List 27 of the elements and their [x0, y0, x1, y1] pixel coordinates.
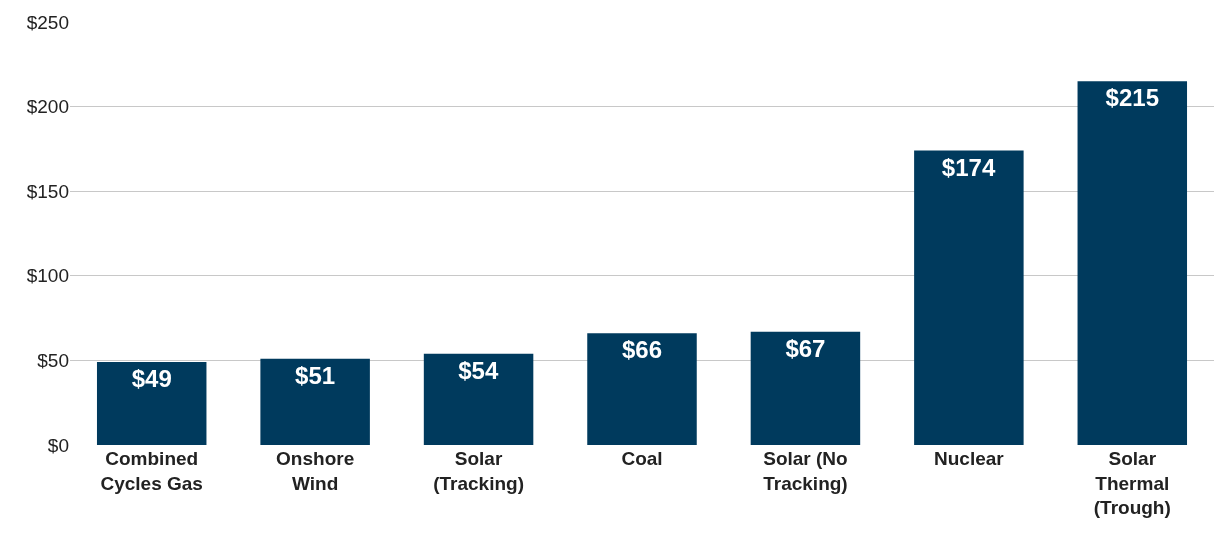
bar	[587, 333, 697, 445]
x-tick-label: Onshore Wind	[276, 448, 355, 494]
bar	[423, 353, 534, 445]
y-tick-label: $200	[26, 96, 69, 118]
bar	[260, 358, 370, 445]
y-tick-label: $50	[37, 350, 69, 372]
x-tick-label: Combined Cycles Gas	[100, 448, 203, 494]
y-tick-label: $250	[26, 11, 69, 33]
data-label: $51	[295, 361, 336, 389]
y-tick-label: $150	[26, 180, 69, 202]
bar	[1077, 81, 1188, 445]
bar	[750, 331, 861, 445]
x-tick-label: Solar (No Tracking)	[763, 448, 848, 494]
data-label: $49	[131, 365, 172, 393]
x-tick-label: Coal	[621, 448, 663, 469]
x-tick-label: Solar Thermal (Trough)	[1093, 448, 1171, 519]
x-tick-label: Solar (Tracking)	[433, 448, 524, 494]
data-label: $66	[621, 336, 663, 364]
data-label: $174	[941, 153, 996, 181]
data-label: $54	[458, 356, 499, 384]
bar	[96, 362, 207, 445]
bar	[914, 150, 1024, 445]
y-tick-label: $100	[26, 265, 69, 287]
data-label: $67	[785, 334, 826, 362]
x-tick-label: Nuclear	[934, 448, 1005, 469]
y-tick-label: $0	[47, 434, 69, 456]
data-label: $215	[1105, 84, 1159, 112]
